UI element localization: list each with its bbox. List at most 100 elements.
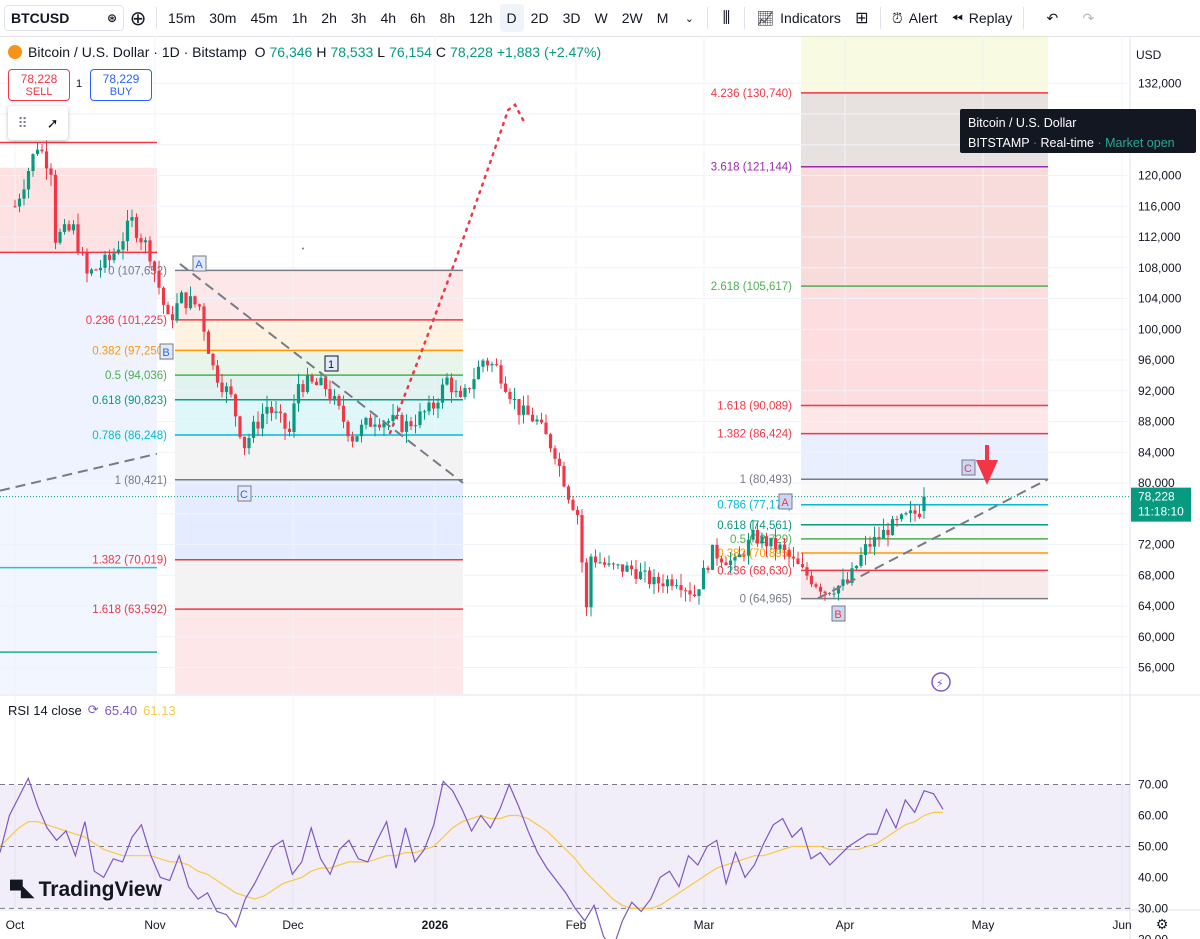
interval-w-button[interactable]: W	[594, 10, 608, 26]
candle-body	[791, 556, 796, 559]
candle-body	[773, 537, 778, 550]
rsi-axis-tick-label: 60.00	[1138, 808, 1168, 822]
alert-button[interactable]: ⏰︎ Alert	[885, 4, 945, 32]
candle-body	[463, 388, 467, 397]
time-axis-label: Dec	[282, 918, 303, 932]
interval-30m-button[interactable]: 30m	[209, 10, 237, 26]
time-axis-label: Jun	[1112, 918, 1131, 932]
interval-6h-button[interactable]: 6h	[410, 10, 426, 26]
tooltip-name: Bitcoin / U.S. Dollar	[968, 116, 1077, 130]
price-axis-tick-label: 60,000	[1138, 630, 1175, 644]
drag-handle-icon[interactable]: ⠿	[17, 114, 28, 131]
interval-15m-button[interactable]: 15m	[168, 10, 196, 26]
stray-dot	[302, 247, 304, 250]
candle-type-icon[interactable]: ⫴	[722, 7, 731, 28]
wave-label-box	[324, 355, 339, 372]
candle-body	[706, 567, 710, 570]
interval-45m-button[interactable]: 45m	[250, 10, 278, 26]
legend-title[interactable]: Bitcoin / U.S. Dollar · 1D · Bitstamp	[28, 44, 247, 60]
candle-body	[494, 364, 499, 366]
currency-label: USD	[1136, 48, 1162, 62]
candle-body	[737, 554, 742, 558]
drawing-cursor-widget[interactable]: ⠿ ➚	[8, 106, 68, 140]
symbol-settings-icon[interactable]: ⊛	[106, 11, 117, 25]
legend-high-label: H	[316, 44, 327, 60]
candle-body	[809, 575, 814, 585]
time-axis-label: Nov	[144, 918, 165, 932]
tradingview-logo[interactable]: ▀◣ TradingView	[10, 878, 162, 902]
trendline-dashed	[179, 263, 464, 484]
interval-3h-button[interactable]: 3h	[350, 10, 367, 26]
candle-body	[143, 240, 148, 243]
interval-8h-button[interactable]: 8h	[439, 10, 456, 26]
interval-2h-button[interactable]: 2h	[321, 10, 337, 26]
candle-body	[850, 568, 854, 583]
fib1-level-label: 1 (80,421)	[115, 475, 168, 487]
candle-body	[44, 151, 49, 169]
candle-body	[593, 556, 598, 563]
fib1-level-label: 0.5 (94,036)	[105, 370, 167, 382]
rsi-legend-ma-value: 61.13	[143, 702, 176, 718]
candle-body	[476, 366, 481, 380]
top-toolbar: BTCUSD ⊛ ⊕ 15m 30m 45m 1h 2h 3h 4h 6h 8h 12h D 2D 3D…	[0, 0, 1200, 37]
candle-body	[242, 436, 247, 449]
layouts-grid-icon[interactable]: ⊞	[855, 10, 869, 27]
replay-button[interactable]: ⏪︎ Replay	[945, 4, 1020, 32]
candle-body	[778, 544, 782, 550]
candle-body	[913, 510, 917, 514]
wave-label: 1	[328, 359, 334, 371]
candle-body	[422, 411, 427, 413]
compare-symbol-icon[interactable]: ⊕	[129, 7, 147, 30]
rsi-axis-tick-label: 20.00	[1138, 932, 1168, 939]
symbol-search[interactable]: BTCUSD ⊛	[4, 5, 124, 31]
interval-2w-button[interactable]: 2W	[621, 10, 643, 26]
fib2-level-label: 0.236 (68,630)	[717, 565, 792, 577]
candle-body	[404, 421, 409, 432]
interval-dropdown-chevron-icon[interactable]: ⌄	[684, 12, 694, 25]
last-price-label: 78,228	[1138, 490, 1175, 504]
candle-body	[836, 585, 841, 594]
undo-icon[interactable]: ↶	[1046, 9, 1059, 26]
candle-body	[17, 198, 22, 207]
grid-layer	[0, 36, 1200, 939]
candle-body	[391, 414, 395, 422]
sell-button[interactable]: 78,228 SELL	[8, 69, 70, 101]
price-chart[interactable]: 0 (107,652) 0.236 (101,225) 0.382 (97,250)…	[0, 36, 1200, 939]
rewind-icon: ⏪︎	[951, 9, 963, 26]
candle-body	[247, 437, 251, 449]
interval-2d-button[interactable]: 2D	[530, 10, 549, 26]
fib1-zone	[175, 559, 463, 610]
candle-body	[197, 304, 202, 307]
candle-body	[332, 396, 337, 401]
interval-d-button[interactable]: D	[499, 4, 524, 32]
fib-zone-left	[0, 252, 157, 480]
candle-body	[229, 386, 233, 395]
rsi-legend-label[interactable]: RSI 14 close	[8, 702, 82, 718]
candle-body	[557, 458, 562, 466]
redo-icon[interactable]: ↷	[1082, 9, 1095, 26]
candle-body	[598, 562, 602, 564]
interval-12h-button[interactable]: 12h	[469, 10, 493, 26]
candle-body	[746, 539, 751, 556]
interval-3d-button[interactable]: 3D	[562, 10, 581, 26]
interval-m-button[interactable]: M	[656, 10, 669, 26]
refresh-icon[interactable]: ⟳	[87, 702, 99, 717]
legend-change: +1,883 (+2.47%)	[496, 44, 602, 60]
toolbar-divider	[1023, 7, 1025, 29]
candle-body	[238, 416, 242, 437]
buy-button[interactable]: 78,229 BUY	[90, 69, 152, 101]
candle-body	[26, 170, 31, 190]
fib2-zone	[801, 405, 1048, 434]
candle-body	[611, 563, 616, 565]
candle-body	[679, 585, 683, 591]
interval-4h-button[interactable]: 4h	[380, 10, 397, 26]
interval-1h-button[interactable]: 1h	[291, 10, 308, 26]
candle-body	[193, 296, 197, 305]
candle-body	[31, 154, 35, 171]
cursor-arrow-icon[interactable]: ➚	[46, 114, 59, 131]
indicators-button[interactable]: 📈︎ Indicators	[749, 4, 847, 32]
fibonacci-layer: 0 (107,652) 0.236 (101,225) 0.382 (97,250)…	[0, 88, 1048, 653]
projection-dotted	[388, 102, 526, 435]
fib1-level-label: 0.786 (86,248)	[92, 430, 167, 442]
toolbar-divider	[156, 7, 157, 29]
